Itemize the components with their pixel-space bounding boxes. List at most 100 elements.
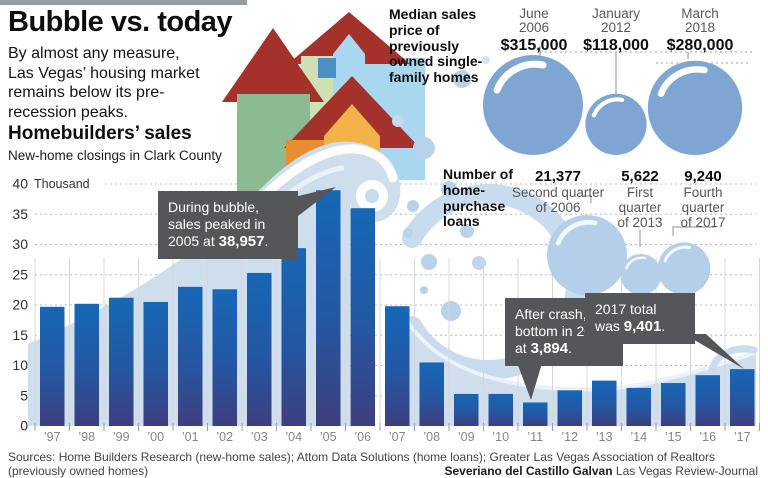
x-axis-label: ’04: [285, 430, 302, 444]
annotation-peak: During bubble, sales peaked in 2005 at 3…: [158, 191, 298, 259]
x-axis-label: ’11: [527, 430, 543, 444]
x-axis-label: ’17: [734, 430, 751, 444]
x-axis-label: ’03: [251, 430, 268, 444]
annotation-text: After crash, hit bottom in 2011 at: [515, 306, 607, 356]
bubbles-decoration: [392, 56, 501, 321]
bar-99: [109, 297, 134, 426]
bar-97: [40, 306, 65, 426]
y-axis-label-35: 35: [12, 206, 28, 222]
bubble-highlight: [493, 60, 547, 94]
bar-17: [730, 369, 755, 426]
y-axis-label-0: 0: [20, 418, 28, 434]
bubble-highlight: [555, 220, 598, 246]
credit-line: Severiano del Castillo Galvan Las Vegas …: [445, 464, 759, 478]
bar-06: [350, 208, 375, 426]
y-axis-label-40: 40: [12, 176, 28, 192]
y-axis-label-15: 15: [12, 327, 28, 343]
bubble-highlight: [663, 245, 691, 263]
page-title: Bubble vs. today: [8, 6, 233, 38]
median-price-label: Median sales price of previously owned s…: [389, 6, 483, 86]
loans-bubbles: [547, 215, 711, 295]
price-point-2012: January 2012 $118,000: [576, 7, 656, 55]
house-middle-window: [318, 58, 336, 78]
homebuilders-heading: Homebuilders’ sales: [8, 123, 192, 144]
bar-02: [212, 289, 237, 426]
x-axis-label: ’12: [561, 430, 578, 444]
bar-12: [557, 390, 582, 426]
price-bubble-2012: [585, 93, 647, 155]
loans-bubble-5,622: [620, 253, 662, 295]
x-axis-label: ’10: [492, 430, 509, 444]
top-rule: [0, 0, 247, 5]
y-axis-label-5: 5: [20, 387, 28, 403]
pointer-crash: [516, 360, 543, 400]
page-subtitle: By almost any measure, Las Vegas’ housin…: [8, 45, 200, 122]
x-axis-label: ’02: [216, 430, 233, 444]
bars: [40, 190, 755, 426]
annotation-pointers: [294, 187, 744, 400]
loans-point-2013: 5,622 First quarter of 2013: [608, 168, 672, 230]
bar-16: [695, 375, 720, 426]
x-axis-label: ’00: [147, 430, 164, 444]
bar-05: [316, 190, 341, 426]
bar-01: [178, 286, 203, 426]
loans-value: 9,240: [684, 168, 722, 185]
annotation-text: During bubble, sales peaked in 2005 at: [168, 199, 266, 249]
price-date: January 2012: [591, 6, 641, 35]
x-axis-label: ’16: [699, 430, 716, 444]
loans-bubble-9,240: [657, 242, 711, 295]
loans-leader-hook: [583, 195, 592, 203]
bar-09: [454, 393, 479, 426]
leader-lines: [539, 46, 752, 247]
y-axis-label-30: 30: [12, 236, 28, 252]
bar-11: [523, 402, 548, 426]
x-axis-label: ’97: [44, 430, 61, 444]
x-axis-label: ’01: [182, 430, 199, 444]
x-axis-label: ’09: [458, 430, 475, 444]
credit-org: Las Vegas Review-Journal: [615, 464, 758, 478]
bar-10: [488, 393, 513, 426]
bar-08: [419, 362, 444, 426]
bar-07: [385, 306, 410, 426]
bubble-highlight: [591, 97, 625, 118]
bar-98: [74, 303, 99, 426]
bubble-highlight: [625, 256, 647, 270]
bar-13: [592, 380, 617, 426]
loans-desc: First quarter of 2013: [617, 185, 663, 230]
x-axis-label: ’13: [596, 430, 613, 444]
price-value: $118,000: [583, 37, 649, 54]
y-axis-label-20: 20: [12, 297, 28, 313]
price-point-2018: March 2018 $280,000: [652, 7, 748, 55]
loans-label: Number of home-purchase loans: [443, 166, 513, 230]
loans-value: 5,622: [621, 168, 659, 185]
price-bubble-2018: [647, 60, 743, 155]
homebuilders-subheading: New-home closings in Clark County: [8, 148, 222, 163]
x-axis-label: ’06: [354, 430, 371, 444]
loans-point-2017: 9,240 Fourth quarter of 2017: [662, 168, 744, 230]
loans-point-2006: 21,377 Second quarter of 2006: [498, 168, 618, 215]
annotation-number: 9,401: [623, 317, 662, 335]
bar-14: [626, 387, 651, 426]
x-axis-label: ’08: [423, 430, 440, 444]
pointer-peak: [294, 187, 336, 219]
annotation-text: .: [661, 317, 666, 334]
loans-leader-bent: [672, 226, 716, 236]
sources-line: Sources: Home Builders Research (new-hom…: [8, 450, 715, 478]
annotation-number: 38,957: [218, 232, 265, 250]
annotation-current: 2017 total was 9,401.: [585, 293, 695, 344]
x-axis-label: ’07: [389, 430, 406, 444]
axis: 0 5 10 15 20 25 30 35 40 Thousand ’97 ’98 ’99 ’00 ’01 ’…: [12, 176, 760, 444]
y-axis-label-25: 25: [12, 266, 28, 282]
annotation-text: .: [568, 339, 573, 356]
y-axis-unit: Thousand: [34, 177, 90, 191]
x-axis-label: ’15: [665, 430, 682, 444]
price-value: $280,000: [666, 37, 734, 54]
x-axis-label: ’99: [113, 430, 130, 444]
credit-name: Severiano del Castillo Galvan: [444, 464, 613, 478]
pointer-current: [684, 334, 744, 369]
house-left-roof: [222, 28, 324, 102]
y-axis-label-10: 10: [12, 357, 28, 373]
bar-15: [661, 383, 686, 426]
